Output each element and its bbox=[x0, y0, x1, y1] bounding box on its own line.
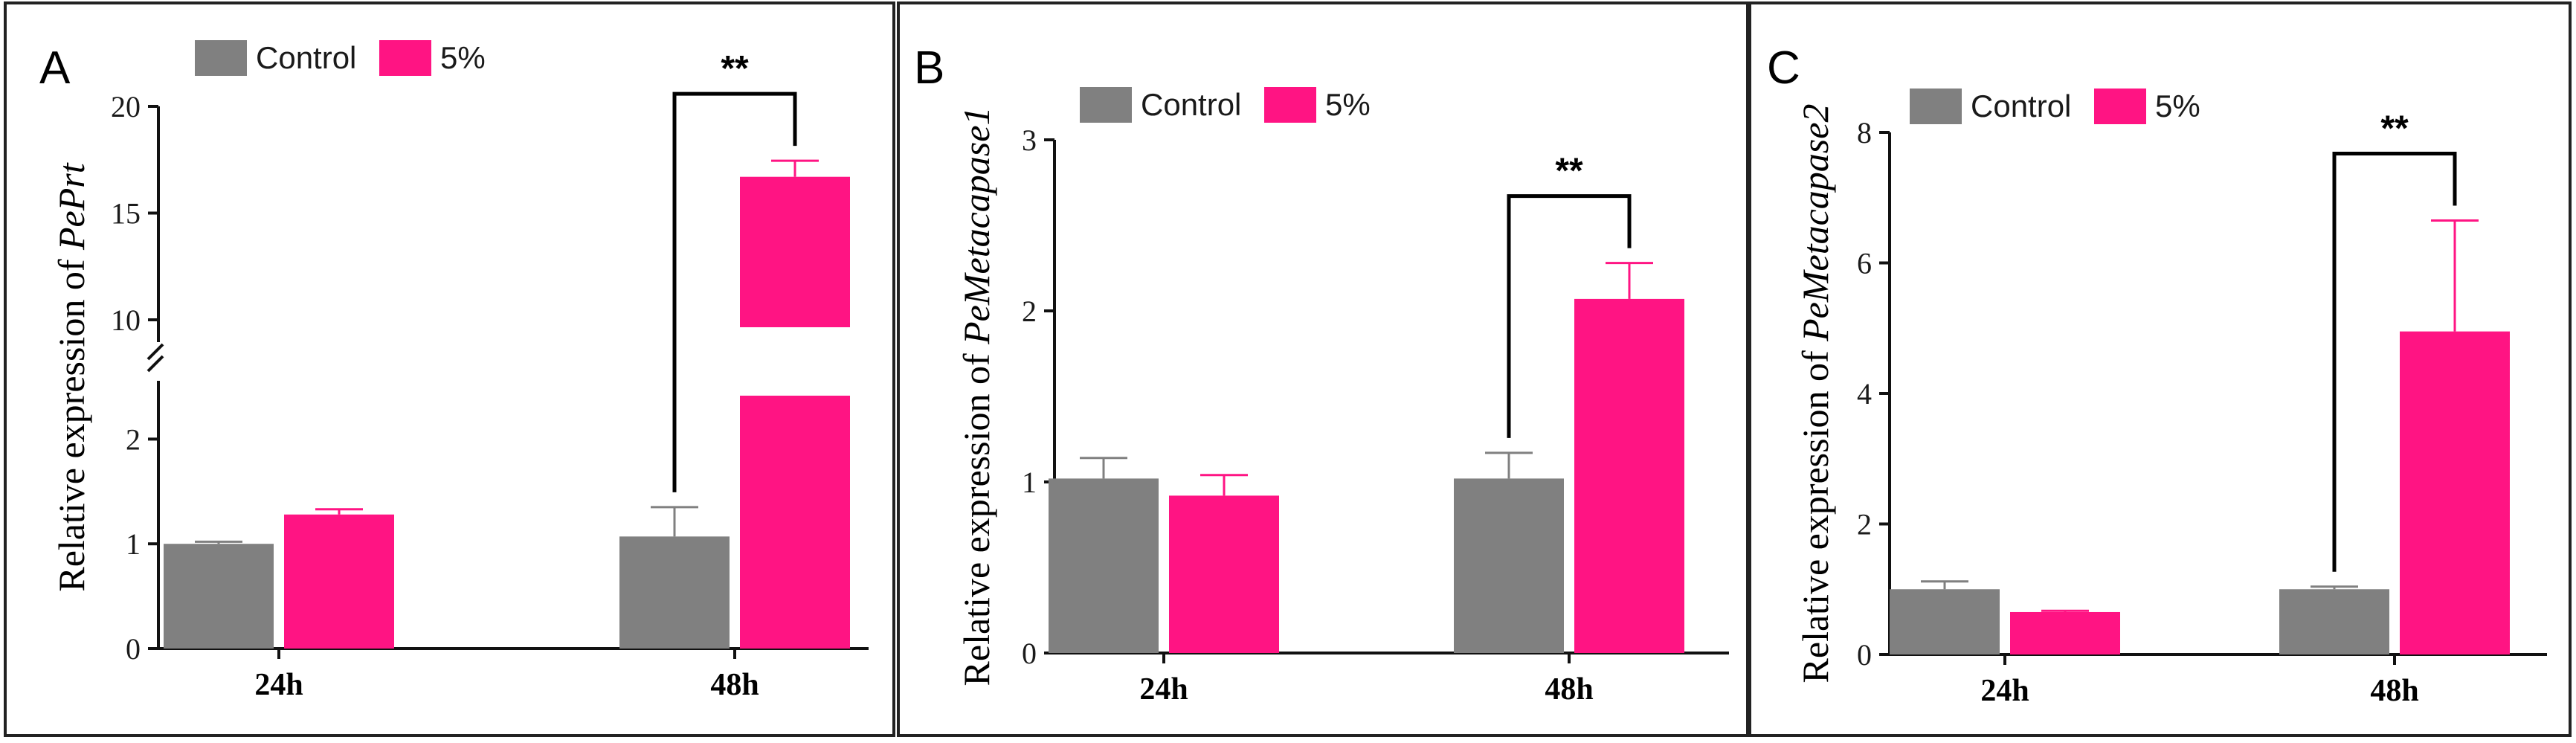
panel-frame bbox=[1748, 1, 2572, 737]
bar-control-48h bbox=[619, 536, 730, 649]
x-tick-label: 24h bbox=[254, 668, 303, 702]
bar-control-48h bbox=[1454, 478, 1564, 653]
y-tick-label: 10 bbox=[111, 303, 141, 337]
x-tick-label: 24h bbox=[1139, 672, 1188, 707]
bar-control-24h bbox=[1049, 478, 1159, 653]
legend-label-treatment: 5% bbox=[1325, 87, 1371, 122]
y-axis-label-gene: PePrt bbox=[51, 162, 92, 251]
y-tick-label: 4 bbox=[1857, 377, 1872, 411]
significance-bracket bbox=[1507, 194, 1632, 438]
bar-control-24h bbox=[1890, 589, 2000, 654]
bar-5pct-48h-upper bbox=[740, 176, 850, 327]
y-axis-label: Relative expression of PeMetacapase1 bbox=[956, 107, 997, 686]
y-tick-label: 0 bbox=[126, 632, 141, 666]
y-tick-label: 1 bbox=[126, 527, 141, 561]
y-axis-label-gene: PeMetacapase2 bbox=[1794, 104, 1836, 342]
significance-bracket bbox=[2332, 151, 2457, 572]
y-axis-label-gene: PeMetacapase1 bbox=[956, 107, 997, 345]
axis-break-mark bbox=[146, 343, 164, 361]
x-tick-label: 48h bbox=[1545, 672, 1593, 707]
chart-panel-b: B 0 1 2 3 Relative expression of PeMetacapase… bbox=[897, 1, 1749, 737]
bar-control-24h bbox=[164, 544, 274, 649]
bar-5pct-24h bbox=[284, 514, 394, 649]
significance-label: ** bbox=[721, 49, 749, 89]
panel-letter: A bbox=[39, 42, 71, 94]
legend-label-control: Control bbox=[256, 40, 356, 75]
panel-frame bbox=[897, 1, 1749, 737]
significance-label: ** bbox=[1555, 152, 1583, 191]
legend-label-control: Control bbox=[1141, 87, 1241, 122]
chart-panel-c: C 0 2 4 6 8 Relative expression of PeMetacapas… bbox=[1748, 1, 2572, 737]
significance-bracket bbox=[672, 91, 797, 492]
y-axis-label: Relative expression of PePrt bbox=[51, 162, 92, 591]
y-tick-label: 0 bbox=[1022, 637, 1037, 670]
y-axis-label-prefix: Relative expression of bbox=[956, 344, 997, 686]
y-tick-label: 8 bbox=[1857, 116, 1872, 149]
legend-swatch-control bbox=[1910, 89, 1962, 124]
x-tick-label: 48h bbox=[710, 668, 759, 702]
y-tick-label: 6 bbox=[1857, 247, 1872, 280]
chart-panel-a: A 0 1 2 10 15 20 Relative expression of PePrt 24… bbox=[4, 1, 895, 737]
legend-swatch-treatment bbox=[2094, 89, 2146, 124]
y-tick-label: 0 bbox=[1857, 638, 1872, 672]
y-tick-label: 2 bbox=[126, 422, 141, 456]
legend-label-control: Control bbox=[1971, 89, 2071, 123]
legend-label-treatment: 5% bbox=[2155, 89, 2200, 123]
bar-5pct-24h bbox=[1169, 495, 1279, 653]
bar-5pct-48h bbox=[1574, 298, 1684, 653]
y-axis-label-prefix: Relative expression of bbox=[51, 250, 92, 592]
bar-5pct-48h-lower bbox=[740, 396, 850, 649]
y-tick-label: 20 bbox=[111, 90, 141, 123]
legend-swatch-treatment bbox=[379, 40, 431, 76]
y-tick-label: 1 bbox=[1022, 466, 1037, 499]
bar-control-48h bbox=[2279, 589, 2389, 654]
y-tick-label: 15 bbox=[111, 197, 141, 231]
y-tick-label: 2 bbox=[1857, 508, 1872, 541]
legend-swatch-control bbox=[195, 40, 247, 76]
y-axis-label: Relative expression of PeMetacapase2 bbox=[1794, 104, 1836, 684]
legend-swatch-control bbox=[1080, 87, 1132, 123]
y-axis-label-prefix: Relative expression of bbox=[1794, 341, 1836, 684]
legend-swatch-treatment bbox=[1264, 87, 1316, 123]
axis-break-mark bbox=[146, 355, 164, 373]
bar-5pct-24h bbox=[2010, 611, 2120, 654]
x-tick-label: 24h bbox=[1980, 674, 2029, 708]
bar-5pct-48h bbox=[2400, 331, 2510, 654]
panel-letter: B bbox=[914, 42, 944, 94]
panel-frame bbox=[4, 1, 895, 737]
panel-letter: C bbox=[1767, 42, 1800, 94]
x-tick-label: 48h bbox=[2370, 674, 2418, 708]
significance-label: ** bbox=[2380, 109, 2409, 148]
y-tick-label: 2 bbox=[1022, 295, 1037, 328]
y-tick-label: 3 bbox=[1022, 123, 1037, 157]
legend-label-treatment: 5% bbox=[440, 40, 486, 75]
